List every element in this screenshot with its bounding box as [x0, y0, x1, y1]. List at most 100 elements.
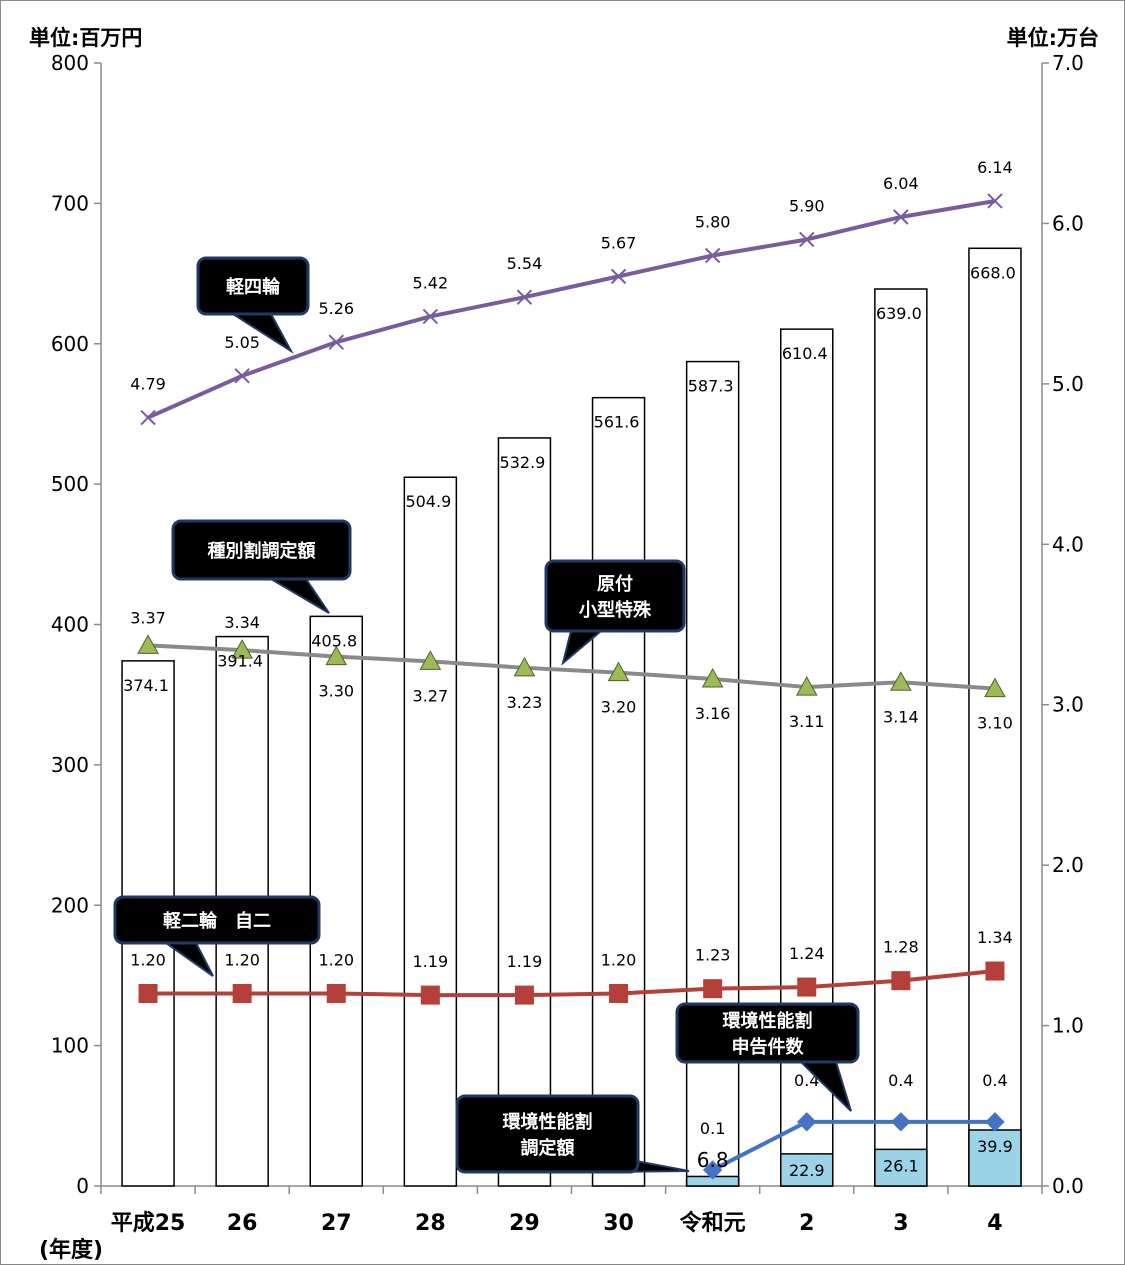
bar-tax-amount-label: 374.1 — [123, 676, 169, 695]
line-moped-special-marker — [890, 671, 912, 691]
line-moped-special-label: 3.30 — [318, 682, 354, 701]
line-kei-2wheel — [148, 969, 996, 998]
bar-env-tax-amount-label: 39.9 — [977, 1137, 1013, 1156]
line-kei-4wheel-label: 5.42 — [413, 273, 449, 292]
line-kei-4wheel-label: 5.26 — [318, 299, 354, 318]
line-env-count-marker — [702, 1160, 723, 1180]
callout-label: 軽四輪 — [226, 276, 281, 298]
line-kei-4wheel-label: 5.54 — [507, 254, 543, 273]
line-kei-4wheel-label: 5.67 — [601, 233, 637, 252]
line-kei-2wheel-marker — [514, 985, 534, 1005]
y-left-tick-label: 200 — [51, 893, 89, 917]
line-env-count-label: 0.4 — [888, 1071, 913, 1090]
callout-box — [544, 559, 686, 633]
line-kei-2wheel-label: 1.23 — [695, 946, 731, 965]
bar-tax-amount — [497, 437, 552, 1187]
callout-label: 申告件数 — [732, 1036, 805, 1058]
bar-tax-amount-label: 587.3 — [688, 377, 734, 396]
line-moped-special-marker — [419, 650, 442, 670]
line-kei-4wheel-label: 5.80 — [695, 213, 731, 232]
line-kei-2wheel-label: 1.28 — [883, 938, 919, 957]
line-moped-special-marker — [231, 639, 253, 659]
line-env-count-label: 0.1 — [700, 1119, 725, 1138]
line-moped-special-marker — [795, 676, 818, 696]
bar-tax-amount — [874, 288, 928, 1187]
bar-tax-amount-label: 405.8 — [311, 631, 357, 650]
x-tick-label: 28 — [415, 1211, 446, 1236]
y-right-tick-label: 0.0 — [1052, 1174, 1084, 1198]
line-kei-2wheel-marker — [985, 961, 1005, 981]
x-axis-label: (年度) — [39, 1237, 103, 1263]
bar-tax-amount — [968, 247, 1022, 1187]
line-env-count-marker — [797, 1112, 817, 1132]
bar-tax-amount-label: 504.9 — [405, 492, 451, 511]
callout-box — [113, 895, 321, 945]
bar-tax-amount — [403, 476, 458, 1187]
y-left-tick-label: 700 — [51, 191, 89, 215]
line-kei-4wheel-marker — [704, 247, 721, 264]
line-kei-2wheel-marker — [138, 983, 158, 1003]
y-left-tick-label: 300 — [51, 753, 89, 777]
callout-box — [455, 1094, 640, 1174]
line-kei-2wheel-label: 1.19 — [413, 952, 449, 971]
line-kei-4wheel-label: 6.14 — [977, 158, 1013, 177]
line-kei-4wheel-marker — [422, 308, 439, 325]
callout-box — [196, 256, 310, 316]
y-left-tick-label: 500 — [51, 472, 89, 496]
y-right-tick-label: 5.0 — [1052, 372, 1084, 396]
y-left-tick-label: 100 — [51, 1034, 89, 1058]
bar-env-tax-amount — [874, 1148, 928, 1187]
callout-label: 小型特殊 — [579, 599, 652, 621]
line-kei-2wheel-marker — [326, 983, 346, 1003]
bar-tax-amount-label: 561.6 — [594, 413, 640, 432]
callout-label: 環境性能割 — [503, 1111, 593, 1133]
line-moped-special-marker — [137, 634, 159, 654]
line-env-count-label: 0.4 — [982, 1071, 1007, 1090]
line-kei-2wheel-marker — [891, 971, 911, 991]
line-kei-2wheel-label: 1.34 — [977, 928, 1013, 947]
line-kei-4wheel-marker — [328, 334, 344, 350]
line-moped-special-label: 3.16 — [695, 704, 731, 723]
callout-label: 調定額 — [521, 1137, 575, 1159]
bar-tax-amount-label: 668.0 — [970, 263, 1016, 282]
line-kei-4wheel — [147, 198, 996, 420]
y-right-tick-label: 4.0 — [1052, 532, 1084, 556]
y-right-tick-label: 2.0 — [1052, 853, 1084, 877]
x-tick-label: 3 — [893, 1211, 908, 1236]
line-kei-2wheel-marker — [609, 983, 629, 1003]
x-tick-label: 29 — [509, 1211, 540, 1236]
y-left-tick-label: 0 — [76, 1174, 89, 1198]
line-moped-special-label: 3.23 — [507, 693, 543, 712]
y-right-tick-label: 7.0 — [1052, 51, 1084, 75]
line-env-count-marker — [985, 1112, 1005, 1132]
line-kei-4wheel-marker — [893, 209, 909, 225]
line-kei-2wheel-label: 1.20 — [130, 950, 166, 969]
line-moped-special-label: 3.34 — [224, 613, 260, 632]
callout-pointer — [267, 578, 330, 614]
line-kei-2wheel-label: 1.24 — [789, 944, 825, 963]
callout-box — [171, 519, 352, 581]
y-right-tick-label: 1.0 — [1052, 1014, 1084, 1038]
y-right-tick-label: 6.0 — [1052, 211, 1084, 235]
callout-box — [675, 1002, 860, 1064]
bar-tax-amount-label: 391.4 — [217, 652, 263, 671]
line-kei-4wheel-marker — [610, 268, 627, 285]
line-moped-special-marker — [984, 677, 1006, 698]
callout-label: 原付 — [597, 573, 633, 595]
x-tick-label: 26 — [227, 1211, 258, 1236]
line-kei-2wheel-label: 1.20 — [318, 950, 354, 969]
line-kei-2wheel-label: 1.19 — [507, 952, 543, 971]
callout-label: 種別割調定額 — [208, 540, 316, 562]
line-kei-4wheel-marker — [516, 289, 533, 305]
line-moped-special-label: 3.27 — [413, 686, 449, 705]
line-moped-special-marker — [513, 656, 536, 677]
bar-env-tax-amount-label: 26.1 — [883, 1156, 919, 1175]
bar-tax-amount-label: 610.4 — [782, 344, 828, 363]
line-moped-special-label: 3.20 — [601, 698, 637, 717]
line-moped-special-label: 3.11 — [789, 712, 825, 731]
y-right-tick-label: 3.0 — [1052, 693, 1084, 717]
line-moped-special-label: 3.37 — [130, 608, 166, 627]
line-kei-2wheel-marker — [703, 979, 723, 999]
